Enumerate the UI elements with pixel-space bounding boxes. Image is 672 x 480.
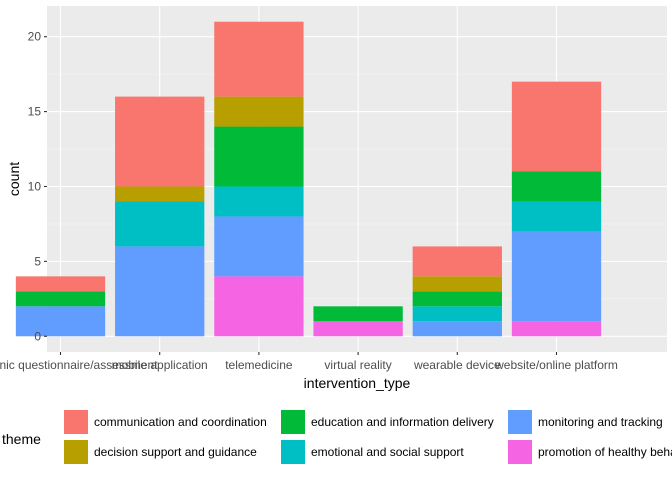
x-tick-label: telemedicine: [225, 358, 293, 372]
bars: [15, 21, 602, 337]
bar-segment: [313, 306, 403, 322]
y-axis-ticks: 0 5 10 15 20: [28, 30, 47, 343]
legend-title: theme: [2, 431, 41, 447]
bar-segment: [214, 216, 304, 277]
legend-label: communication and coordination: [94, 415, 267, 429]
bar-segment: [214, 21, 304, 97]
legend-label: promotion of healthy behaviours: [538, 445, 672, 459]
bar-segment: [412, 291, 502, 307]
legend-label: education and information delivery: [311, 415, 494, 429]
y-tick-label: 20: [28, 30, 42, 44]
legend-key: [508, 440, 532, 464]
legend-key: [281, 440, 305, 464]
legend-key: [64, 410, 88, 434]
legend-key: [64, 440, 88, 464]
legend-label: decision support and guidance: [94, 445, 257, 459]
bar-segment: [214, 126, 304, 187]
legend-label: monitoring and tracking: [538, 415, 663, 429]
bar-segment: [115, 246, 205, 337]
legend-key: [281, 410, 305, 434]
bar-segment: [115, 96, 205, 187]
y-tick-label: 0: [34, 329, 41, 343]
legend-key: [508, 410, 532, 434]
y-tick-label: 5: [34, 254, 41, 268]
x-tick-label: virtual reality: [324, 358, 391, 372]
bar-segment: [412, 246, 502, 277]
y-tick-label: 10: [28, 179, 42, 193]
x-tick-label: website/online platform: [494, 358, 618, 372]
x-tick-label: mobile application: [112, 358, 208, 372]
bar-segment: [511, 201, 602, 232]
bar-segment: [511, 231, 602, 322]
x-axis-ticks: electronic questionnaire/assessmentmobil…: [0, 352, 618, 372]
bar-segment: [412, 306, 502, 322]
bar-segment: [412, 321, 502, 337]
bar-segment: [313, 321, 403, 337]
bar-segment: [115, 201, 205, 247]
bar-segment: [511, 321, 602, 337]
legend: theme communication and coordination educ…: [2, 410, 672, 464]
x-axis-title: intervention_type: [304, 375, 411, 391]
bar-segment: [511, 81, 602, 172]
bar-segment: [15, 276, 106, 292]
bar-segment: [115, 186, 205, 202]
x-tick-label: wearable device: [413, 358, 501, 372]
bar-segment: [214, 96, 304, 127]
bar-segment: [15, 306, 106, 337]
bar-segment: [214, 276, 304, 337]
y-axis-title: count: [6, 162, 22, 196]
bar-segment: [412, 276, 502, 292]
x-tick-label: electronic questionnaire/assessment: [0, 358, 158, 372]
legend-label: emotional and social support: [311, 445, 464, 459]
y-tick-label: 15: [28, 105, 42, 119]
bar-segment: [214, 186, 304, 217]
bar-segment: [15, 291, 106, 307]
bar-segment: [511, 171, 602, 202]
